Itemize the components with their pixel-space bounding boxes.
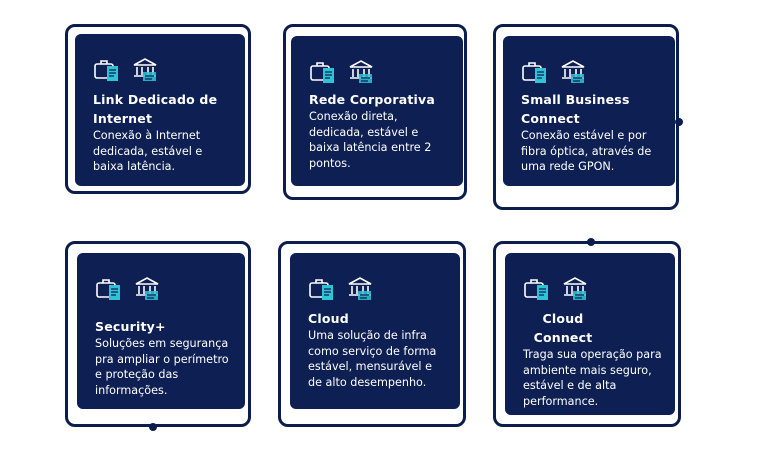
card-title: Cloud Connect: [533, 311, 593, 345]
briefcase-document-icon: [309, 279, 333, 300]
briefcase-document-icon: [524, 279, 548, 300]
card-rede-corporativa[interactable]: Rede Corporativa Conexão direta, dedicad…: [281, 24, 473, 200]
card-frame: [283, 24, 467, 200]
briefcase-document-icon: [94, 60, 118, 81]
card-panel: Rede Corporativa Conexão direta, dedicad…: [291, 36, 463, 186]
card-description: Conexão estável e por fibra óptica, atra…: [521, 129, 652, 173]
card-frame: [493, 24, 679, 210]
card-description: Traga sua operação para ambiente mais se…: [523, 348, 662, 408]
card-frame: [65, 241, 251, 427]
card-title: Rede Corporativa: [309, 92, 435, 107]
card-panel: Security+ Soluções em segurança pra ampl…: [77, 253, 245, 409]
bank-hand-icon: [135, 277, 159, 300]
card-description: Conexão direta, dedicada, estável e baix…: [309, 110, 432, 170]
bank-hand-icon: [348, 277, 372, 300]
card-panel: Small Business Connect Conexão estável e…: [503, 36, 675, 186]
bank-hand-icon: [349, 60, 373, 83]
card-small-business-connect[interactable]: Small Business Connect Conexão estável e…: [493, 24, 685, 210]
card-cloud[interactable]: Cloud Uma solução de infra como serviço …: [278, 241, 470, 427]
card-title: Link Dedicado de Internet: [93, 92, 218, 126]
frame-dot: [587, 238, 595, 246]
bank-hand-icon: [561, 60, 585, 83]
frame-dot: [675, 118, 683, 126]
frame-dot: [149, 423, 157, 431]
bank-hand-icon: [563, 277, 587, 300]
card-title: Small Business Connect: [521, 92, 630, 126]
briefcase-document-icon: [522, 62, 546, 83]
card-panel: Cloud Connect Traga sua operação para am…: [505, 253, 675, 415]
card-cloud-connect[interactable]: Cloud Connect Traga sua operação para am…: [493, 238, 685, 427]
card-frame: [278, 241, 466, 427]
card-title: Security+: [95, 319, 166, 334]
card-panel: Cloud Uma solução de infra como serviço …: [290, 253, 460, 409]
briefcase-document-icon: [96, 279, 120, 300]
card-description: Soluções em segurança pra ampliar o perí…: [95, 337, 229, 397]
card-description: Conexão à Internet dedicada, estável e b…: [93, 129, 203, 173]
card-description: Uma solução de infra como serviço de for…: [308, 329, 437, 389]
card-panel: Link Dedicado de Internet Conexão à Inte…: [75, 34, 245, 186]
card-title: Cloud: [308, 311, 349, 326]
briefcase-document-icon: [310, 62, 334, 83]
card-frame: [65, 24, 251, 194]
bank-hand-icon: [133, 58, 157, 81]
card-security-plus[interactable]: Security+ Soluções em segurança pra ampl…: [65, 241, 257, 431]
card-link-dedicado[interactable]: Link Dedicado de Internet Conexão à Inte…: [65, 24, 257, 196]
